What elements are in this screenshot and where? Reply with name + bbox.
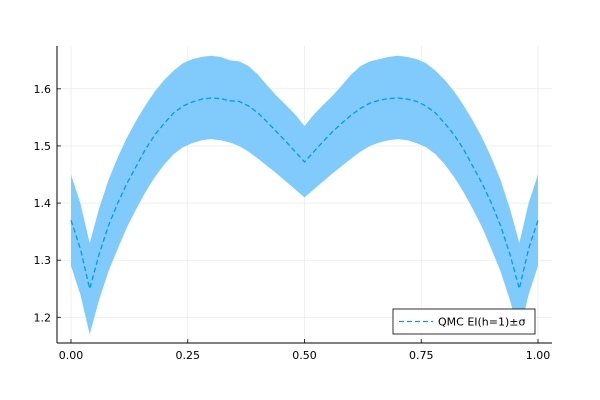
x-tick-label-2: 0.50 [292,349,317,362]
x-tick-label-4: 1.00 [526,349,551,362]
y-tick-label-4: 1.6 [34,83,52,96]
tick-labels: 0.00 0.25 0.50 0.75 1.00 1.2 1.3 1.4 1.5 1.6 [34,83,551,362]
legend: QMC EI(h=1)±σ [392,308,536,335]
y-tick-label-1: 1.3 [34,254,52,267]
y-tick-label-3: 1.5 [34,140,52,153]
mean-line-series-0 [70,97,539,289]
x-tick-label-1: 0.25 [176,349,201,362]
mean-line-layer [70,97,539,289]
axes [56,46,552,344]
x-tick-label-0: 0.00 [59,349,84,362]
sigma-band-series-0 [71,55,538,335]
uncertainty-band-layer [71,55,538,335]
legend-label-0: QMC EI(h=1)±σ [438,316,526,329]
y-tick-label-0: 1.2 [34,311,52,324]
x-tick-label-3: 0.75 [409,349,434,362]
y-tick-label-2: 1.4 [34,197,52,210]
